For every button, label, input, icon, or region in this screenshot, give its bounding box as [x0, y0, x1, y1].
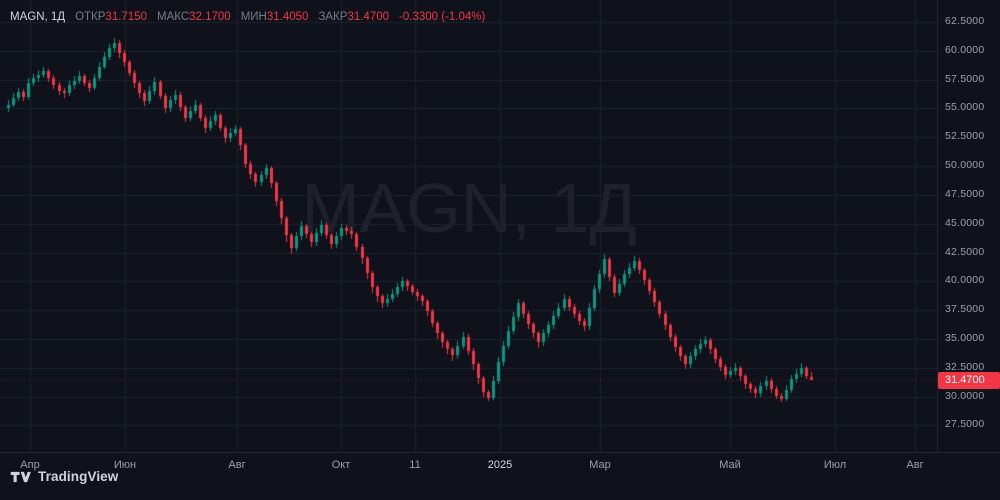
price-tick-label: 45.0000	[945, 217, 985, 229]
legend-ohlc-values: ОТКР31.7150 МАКС32.1700 МИН31.4050 ЗАКР31.4…	[75, 11, 389, 23]
legend-field-value: 32.1700	[189, 11, 231, 23]
time-tick-label: 2025	[487, 459, 513, 471]
last-price-value: 31.4700	[945, 374, 985, 386]
time-tick-label: Мар	[589, 459, 611, 471]
price-tick-label: 62.5000	[945, 15, 985, 27]
time-tick-label: Авг	[228, 459, 246, 471]
price-tick-label: 47.5000	[945, 188, 985, 200]
time-tick-label: Май	[719, 459, 741, 471]
price-tick-label: 32.5000	[945, 361, 985, 373]
price-tick-label: 40.0000	[945, 274, 985, 286]
time-axis[interactable]: Апр Июн Авг Окт 11 2025 Мар Май Июл Авг	[0, 452, 1000, 477]
price-tick-label: 35.0000	[945, 332, 985, 344]
time-tick-label: 11	[409, 459, 421, 471]
legend-field-label: МАКС	[157, 11, 190, 23]
time-tick-label: Апр	[20, 459, 40, 471]
price-tick-label: 37.5000	[945, 303, 985, 315]
legend-field-value: 31.4050	[266, 11, 309, 23]
legend-field-value: 31.7150	[105, 11, 147, 23]
legend-field: МАКС32.1700	[157, 11, 231, 23]
legend-field: ОТКР31.7150	[75, 11, 147, 23]
time-tick-label: Июл	[823, 459, 847, 471]
legend-change: -0.3300 (-1.04%)	[399, 11, 486, 23]
legend-symbol-title[interactable]: MAGN, 1Д	[10, 11, 66, 23]
time-tick-label: Июн	[113, 459, 137, 471]
price-tick-label: 52.5000	[945, 130, 985, 142]
legend-field-label: ЗАКР	[318, 11, 348, 23]
time-tick-label: Авг	[906, 459, 924, 471]
legend-field-label: ОТКР	[75, 11, 106, 23]
price-tick-label: 42.5000	[945, 246, 985, 258]
symbol-legend[interactable]: MAGN, 1Д ОТКР31.7150 МАКС32.1700 МИН31.405…	[10, 11, 485, 23]
time-tick-label: Окт	[331, 459, 351, 471]
price-tick-label: 60.0000	[945, 44, 985, 56]
legend-field: ЗАКР31.4700	[318, 11, 389, 23]
legend-field-value: 31.4700	[347, 11, 390, 23]
price-tick-label: 30.0000	[945, 390, 985, 402]
legend-field: МИН31.4050	[241, 11, 309, 23]
price-tick-label: 27.5000	[945, 418, 985, 430]
price-axis[interactable]: 62.5000 60.0000 57.5000 55.0000 52.5000 50.00…	[937, 0, 1000, 452]
candlestick-chart-canvas[interactable]	[0, 0, 938, 452]
price-tick-label: 50.0000	[945, 159, 985, 171]
tradingview-logo[interactable]: TradingView	[10, 469, 118, 484]
legend-field-label: МИН	[240, 11, 267, 23]
tradingview-logo-text: TradingView	[38, 469, 119, 484]
price-tick-label: 55.0000	[945, 101, 985, 113]
last-price-label: 31.4700	[938, 372, 1000, 389]
tradingview-logo-icon	[10, 471, 31, 482]
price-tick-label: 57.5000	[945, 73, 985, 85]
